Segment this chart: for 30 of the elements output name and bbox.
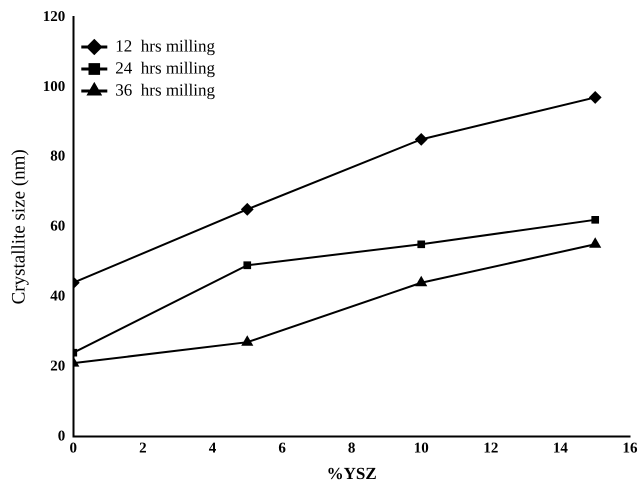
x-axis-title: %YSZ xyxy=(326,464,377,484)
x-tick-label: 10 xyxy=(414,440,429,456)
x-tick-label: 6 xyxy=(278,440,286,456)
point xyxy=(242,336,253,346)
x-tick-label: 16 xyxy=(622,440,638,456)
legend-label: 36 hrs milling xyxy=(115,80,216,100)
x-tick-label: 2 xyxy=(139,440,147,456)
legend-label: 24 hrs milling xyxy=(115,58,216,78)
y-tick-label: 100 xyxy=(42,78,66,95)
y-tick-label: 80 xyxy=(50,148,66,165)
point xyxy=(417,240,426,248)
point xyxy=(241,203,254,216)
x-tick-label: 8 xyxy=(348,440,356,456)
point xyxy=(415,133,428,146)
point xyxy=(416,276,427,286)
point xyxy=(591,216,600,224)
x-tick-label: 12 xyxy=(483,440,498,456)
y-tick-label: 120 xyxy=(42,8,66,25)
y-axis-title: Crystallite size (nm) xyxy=(8,149,30,304)
y-tick-label: 40 xyxy=(50,288,66,305)
x-tick-label: 14 xyxy=(552,440,568,456)
x-tick-label: 4 xyxy=(208,440,217,456)
y-tick-label: 60 xyxy=(50,218,66,235)
y-tick-label: 0 xyxy=(58,428,66,444)
point xyxy=(589,91,602,104)
x-tick-label: 0 xyxy=(70,440,78,456)
y-tick-label: 20 xyxy=(50,358,66,375)
legend-label: 12 hrs milling xyxy=(115,36,216,56)
point xyxy=(590,238,601,248)
point xyxy=(243,261,252,270)
